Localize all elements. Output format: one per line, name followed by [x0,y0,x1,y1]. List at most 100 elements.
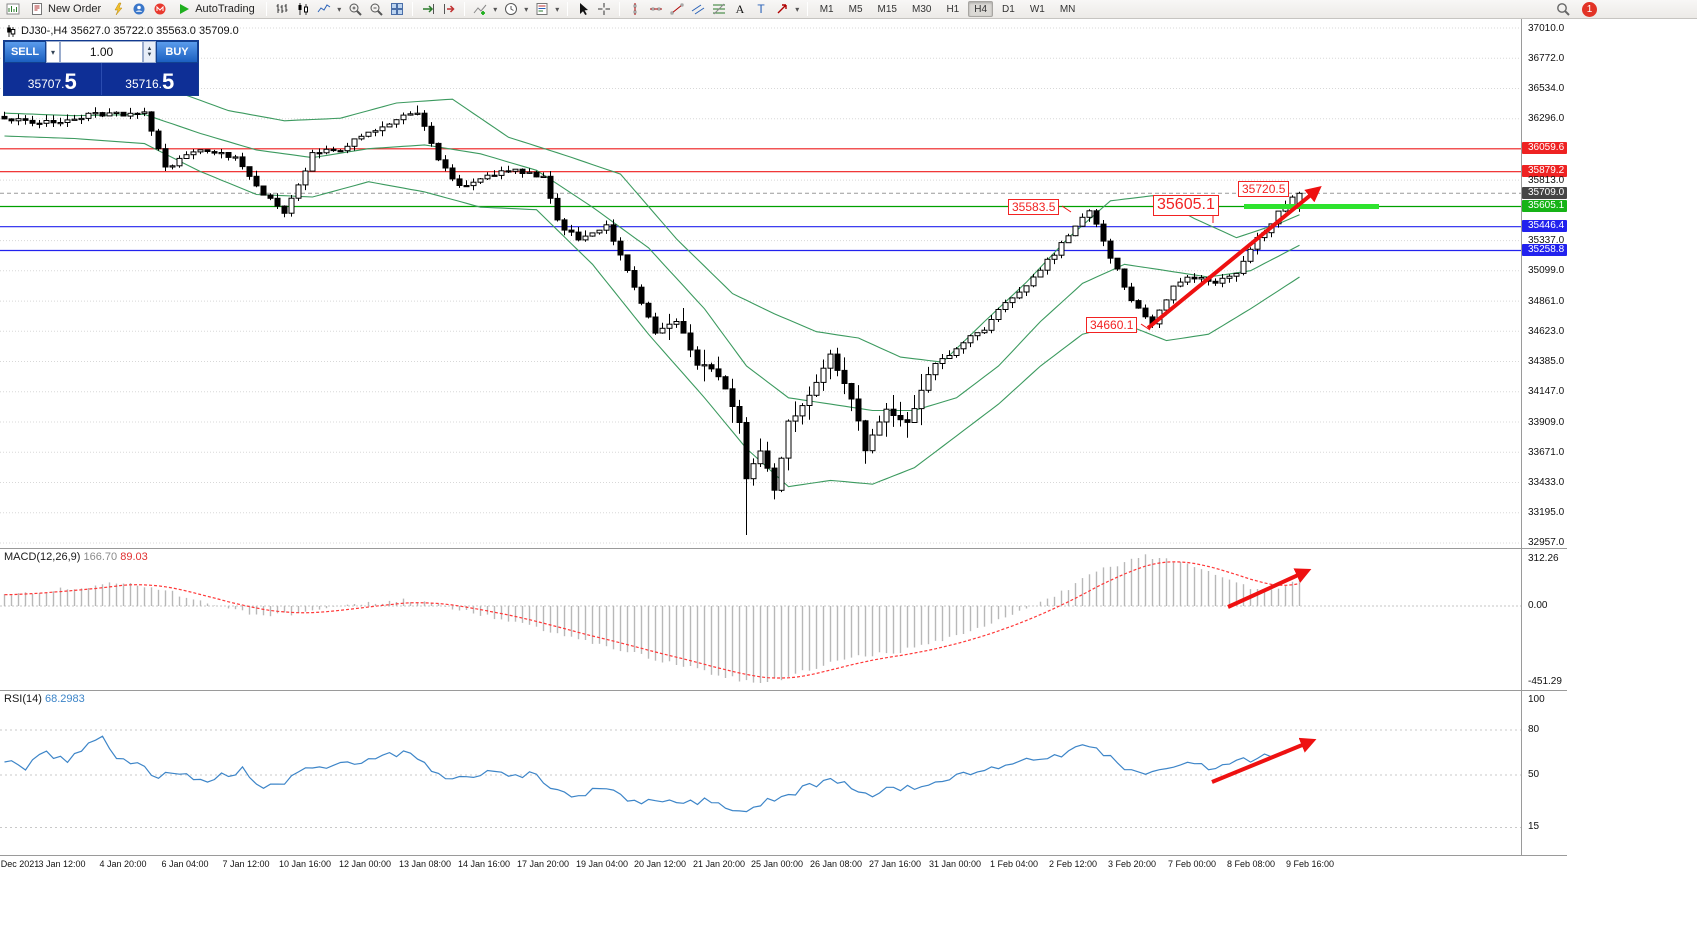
candle [176,157,183,167]
candle [764,450,771,469]
dropdown-caret[interactable]: ▾ [337,4,342,14]
sell-button[interactable]: SELL [4,41,46,63]
trend-arrow-2[interactable] [1227,568,1312,609]
notification-badge[interactable]: 1 [1582,1,1597,17]
new-order-button[interactable]: New Order [24,1,107,18]
buy-price-display[interactable]: 35716. 5 [100,63,199,95]
candle [1121,268,1128,288]
auto-scroll-icon[interactable] [418,1,438,18]
candle [568,229,575,233]
candle [260,185,267,196]
toolbar-separator [265,2,267,16]
rsi-axis-label: 15 [1528,821,1540,832]
candle [358,135,365,140]
candle [631,270,638,288]
zoom-out-icon[interactable] [366,1,386,18]
dropdown-caret[interactable]: ▾ [524,4,529,14]
candle [344,145,351,152]
candle [1107,240,1114,259]
time-axis-label: 6 Jan 04:00 [161,859,209,869]
candle [211,151,218,154]
candle [400,114,407,121]
timeframe-h4[interactable]: H4 [968,1,994,17]
chart-shift-icon[interactable] [439,1,459,18]
candle [106,112,113,117]
candle [281,205,288,214]
candle [575,231,582,241]
rsi-value: 68.2983 [44,693,85,705]
timeframe-m15[interactable]: M15 [877,3,897,15]
price-axis-label: 33433.0 [1528,477,1565,488]
templates-icon[interactable] [532,1,552,18]
price-axis-label: 33671.0 [1528,447,1565,458]
cursor-icon[interactable] [573,1,593,18]
candle [757,450,764,465]
volume-input[interactable] [60,41,143,63]
price-axis-label: 34623.0 [1528,326,1565,337]
search-icon[interactable] [1553,1,1573,18]
macd-axis-label: -451.29 [1528,676,1562,687]
candle [78,117,85,121]
timeframe-w1[interactable]: W1 [1029,3,1045,15]
dropdown-caret[interactable]: ▾ [493,4,498,14]
price-annotation[interactable]: 34660.1 [1086,317,1138,334]
price-axis-label: 34861.0 [1528,296,1565,307]
spin-up-icon[interactable]: ▲ [146,46,153,52]
timeframe-d1[interactable]: D1 [1002,3,1015,15]
trendline-icon[interactable] [667,1,687,18]
period-icon[interactable] [501,1,521,18]
candle [1135,300,1142,309]
price-annotation[interactable]: 35720.5 [1238,181,1290,198]
bar-chart-icon[interactable] [272,1,292,18]
volume-dropdown-caret[interactable]: ▾ [46,41,60,63]
tile-windows-icon[interactable] [387,1,407,18]
line-chart-icon[interactable] [314,1,334,18]
new-chart-icon[interactable] [3,1,23,18]
buy-button[interactable]: BUY [156,41,198,63]
timeframe-m5[interactable]: M5 [848,3,863,15]
text-icon[interactable]: A [730,1,750,18]
price-annotation[interactable]: 35605.1 [1153,195,1219,216]
trend-arrow-3[interactable] [1211,737,1317,784]
price-annotation[interactable]: 35583.5 [1008,199,1060,216]
metaquotes-icon[interactable] [150,1,170,18]
candle [582,235,589,241]
expert-advisors-icon[interactable] [108,1,128,18]
candlestick-chart-icon[interactable] [293,1,313,18]
dropdown-caret[interactable]: ▾ [795,4,800,14]
candle [470,181,477,187]
candle [22,118,29,121]
label-icon[interactable]: T [751,1,771,18]
volume-spinner[interactable]: ▲ ▼ [143,41,156,63]
autotrading-button[interactable]: AutoTrading [171,1,261,18]
candle [99,112,106,117]
trend-arrow-1[interactable] [1146,185,1322,330]
timeframe-m1[interactable]: M1 [819,3,834,15]
indicators-icon[interactable] [470,1,490,18]
candle [1086,210,1093,218]
vertical-line-icon[interactable] [625,1,645,18]
horizontal-line-icon[interactable] [646,1,666,18]
arrows-tool-icon[interactable] [772,1,792,18]
candle [36,122,43,125]
zoom-in-icon[interactable] [345,1,365,18]
candle [1212,280,1219,284]
crosshair-icon[interactable] [594,1,614,18]
candle [785,420,792,459]
timeframe-mn[interactable]: MN [1059,3,1076,15]
fibonacci-icon[interactable] [709,1,729,18]
dropdown-caret[interactable]: ▾ [555,4,560,14]
community-icon[interactable] [129,1,149,18]
main-toolbar: New Order AutoTrading ▾ ▾ ▾ ▾ A T ▾ M1 M5 M15 M30 H1 H… [0,0,1697,19]
timeframe-h1[interactable]: H1 [946,3,960,15]
sell-price-display[interactable]: 35707. 5 [4,63,101,95]
candle [218,152,225,155]
candle [1009,297,1016,304]
candle [421,112,428,127]
timeframe-m30[interactable]: M30 [911,3,932,15]
time-axis-label: 12 Jan 00:00 [338,859,392,869]
spin-down-icon[interactable]: ▼ [146,52,153,58]
channel-icon[interactable] [688,1,708,18]
candle [862,420,869,452]
